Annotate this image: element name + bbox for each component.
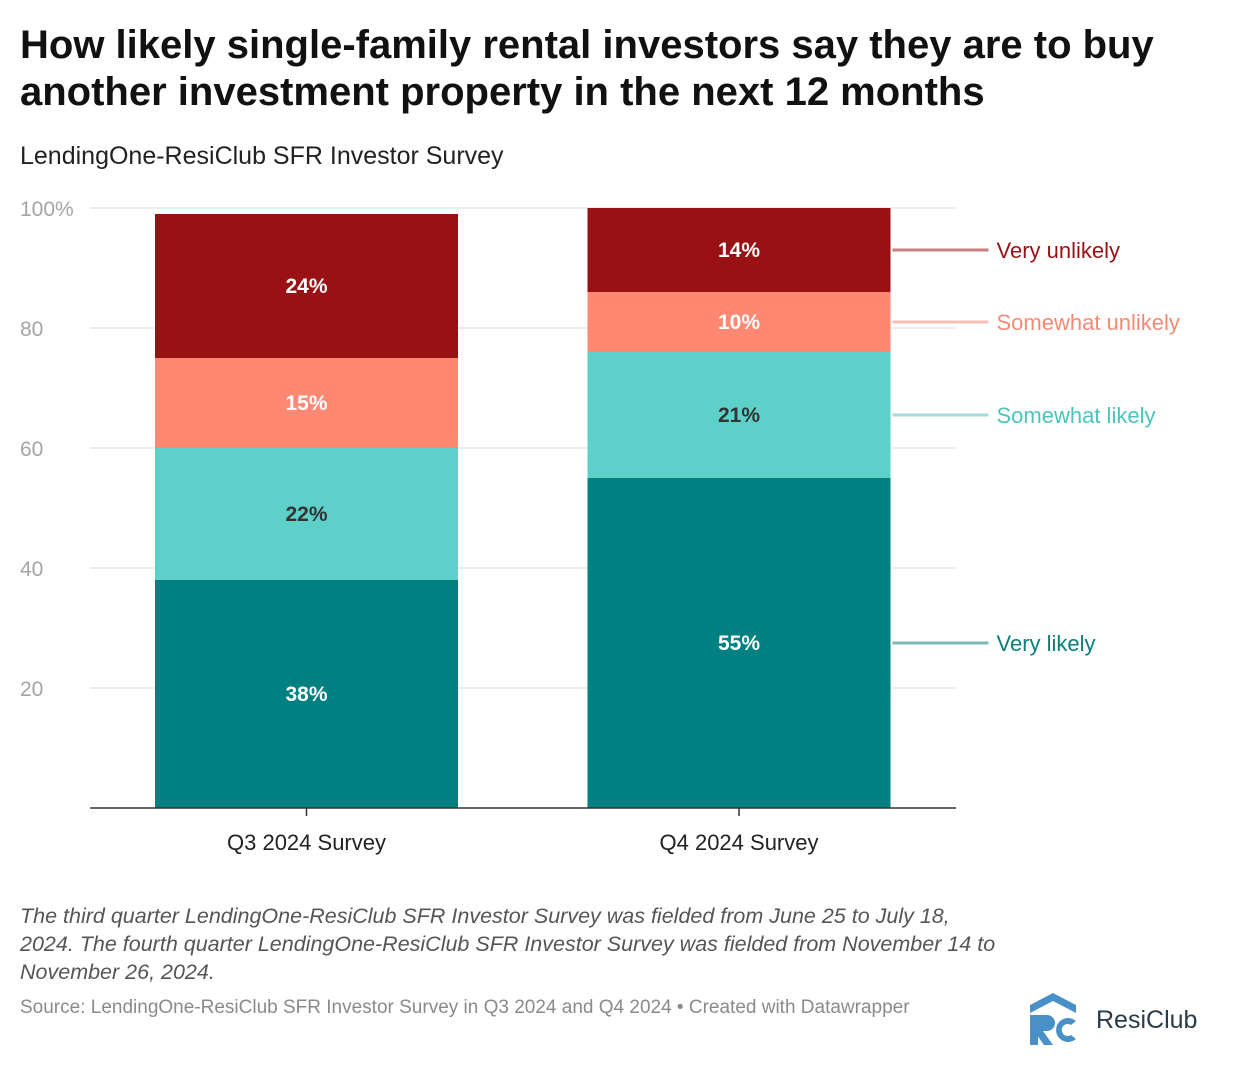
x-axis: Q3 2024 Survey Q4 2024 Survey bbox=[90, 807, 956, 855]
data-label: 10% bbox=[718, 311, 760, 334]
legend-label: Somewhat likely bbox=[997, 403, 1156, 428]
resiclub-logo-icon bbox=[1030, 993, 1076, 1045]
bar-segment bbox=[587, 478, 891, 808]
data-label: 15% bbox=[285, 392, 327, 415]
data-label: 14% bbox=[718, 239, 760, 262]
bar-segment bbox=[587, 208, 891, 292]
x-tick-label: Q4 2024 Survey bbox=[660, 830, 819, 855]
y-tick-label: 40 bbox=[20, 558, 43, 581]
bar-segment bbox=[587, 292, 891, 352]
data-label: 38% bbox=[285, 683, 327, 706]
legend: Very likely Somewhat likely Somewhat unlik… bbox=[892, 238, 1180, 656]
legend-label: Very likely bbox=[997, 631, 1096, 656]
stacked-bar-chart: 20 40 60 80 100% 38% 22% 15% 24% 55% 21% 10% 14% Ve… bbox=[20, 198, 1180, 855]
data-label: 22% bbox=[285, 503, 327, 526]
data-label: 55% bbox=[718, 632, 760, 655]
legend-label: Somewhat unlikely bbox=[997, 310, 1180, 335]
bars bbox=[155, 208, 891, 808]
chart-subtitle: LendingOne-ResiClub SFR Investor Survey bbox=[20, 142, 504, 170]
y-tick-label: 80 bbox=[20, 318, 43, 341]
bar-segment bbox=[155, 448, 458, 580]
bar-segment bbox=[155, 580, 458, 808]
bar-segment bbox=[155, 214, 458, 358]
y-tick-label: 100% bbox=[20, 198, 74, 221]
data-label: 21% bbox=[718, 404, 760, 427]
resiclub-logo: ResiClub bbox=[1024, 990, 1197, 1050]
bar-segment bbox=[587, 352, 891, 478]
bar-labels: 38% 22% 15% 24% 55% 21% 10% 14% bbox=[285, 239, 760, 706]
bar-segment bbox=[155, 358, 458, 448]
chart-title: How likely single-family rental investor… bbox=[20, 23, 1154, 114]
footnote: The third quarter LendingOne-ResiClub SF… bbox=[20, 904, 996, 984]
y-tick-label: 60 bbox=[20, 438, 43, 461]
logo-text: ResiClub bbox=[1096, 1005, 1198, 1034]
x-tick-label: Q3 2024 Survey bbox=[227, 830, 386, 855]
legend-label: Very unlikely bbox=[997, 238, 1121, 263]
source-credit: Source: LendingOne-ResiClub SFR Investor… bbox=[20, 997, 910, 1018]
data-label: 24% bbox=[285, 275, 327, 298]
y-tick-label: 20 bbox=[20, 678, 43, 701]
